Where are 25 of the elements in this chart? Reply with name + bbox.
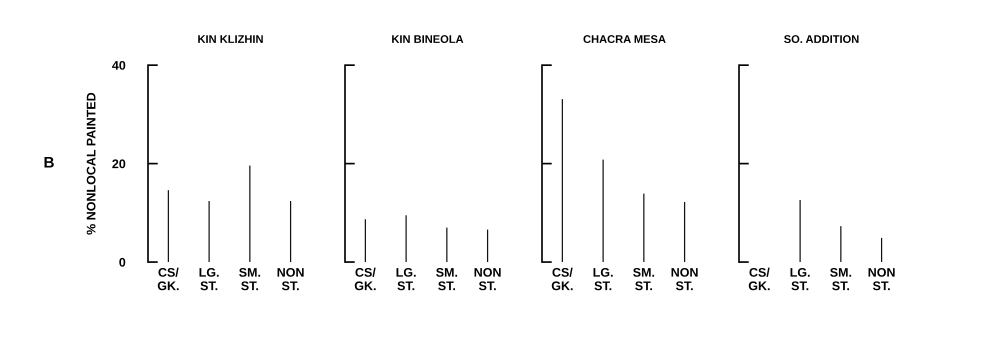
x-tick-label: CS/ GK.: [552, 268, 573, 290]
x-tick-label: CS/ GK.: [158, 268, 179, 290]
chart-title: SO. ADDITION: [784, 35, 859, 44]
y-tick-label: 20: [112, 159, 126, 168]
x-tick-label: LG. ST.: [200, 268, 219, 290]
x-tick-label: SM. ST.: [830, 268, 852, 290]
x-tick-label: SM. ST.: [633, 268, 654, 290]
text: B: [44, 157, 54, 168]
y-tick-label: 0: [119, 258, 126, 267]
x-tick-label: NON ST.: [868, 268, 895, 290]
chart-title: CHACRA MESA: [583, 35, 666, 44]
x-tick-label: LG. ST.: [594, 268, 613, 290]
x-tick-label: SM. ST.: [239, 268, 260, 290]
x-tick-label: NON ST.: [278, 268, 304, 290]
chart-title: KIN KLIZHIN: [198, 35, 263, 43]
x-tick-label: CS/ GK.: [748, 268, 770, 290]
x-tick-label: CS/ GK.: [354, 268, 376, 290]
y-tick-label: 40: [112, 60, 126, 70]
x-tick-label: SM. ST.: [436, 268, 458, 290]
x-tick-label: NON ST.: [474, 268, 501, 290]
chart-title: KIN BINEOLA: [392, 35, 464, 44]
x-tick-label: LG. ST.: [396, 268, 416, 290]
y-axis-title: % NONLOCAL PAINTED: [86, 92, 96, 235]
x-tick-label: NON ST.: [672, 268, 698, 290]
x-tick-label: LG. ST.: [790, 268, 810, 290]
